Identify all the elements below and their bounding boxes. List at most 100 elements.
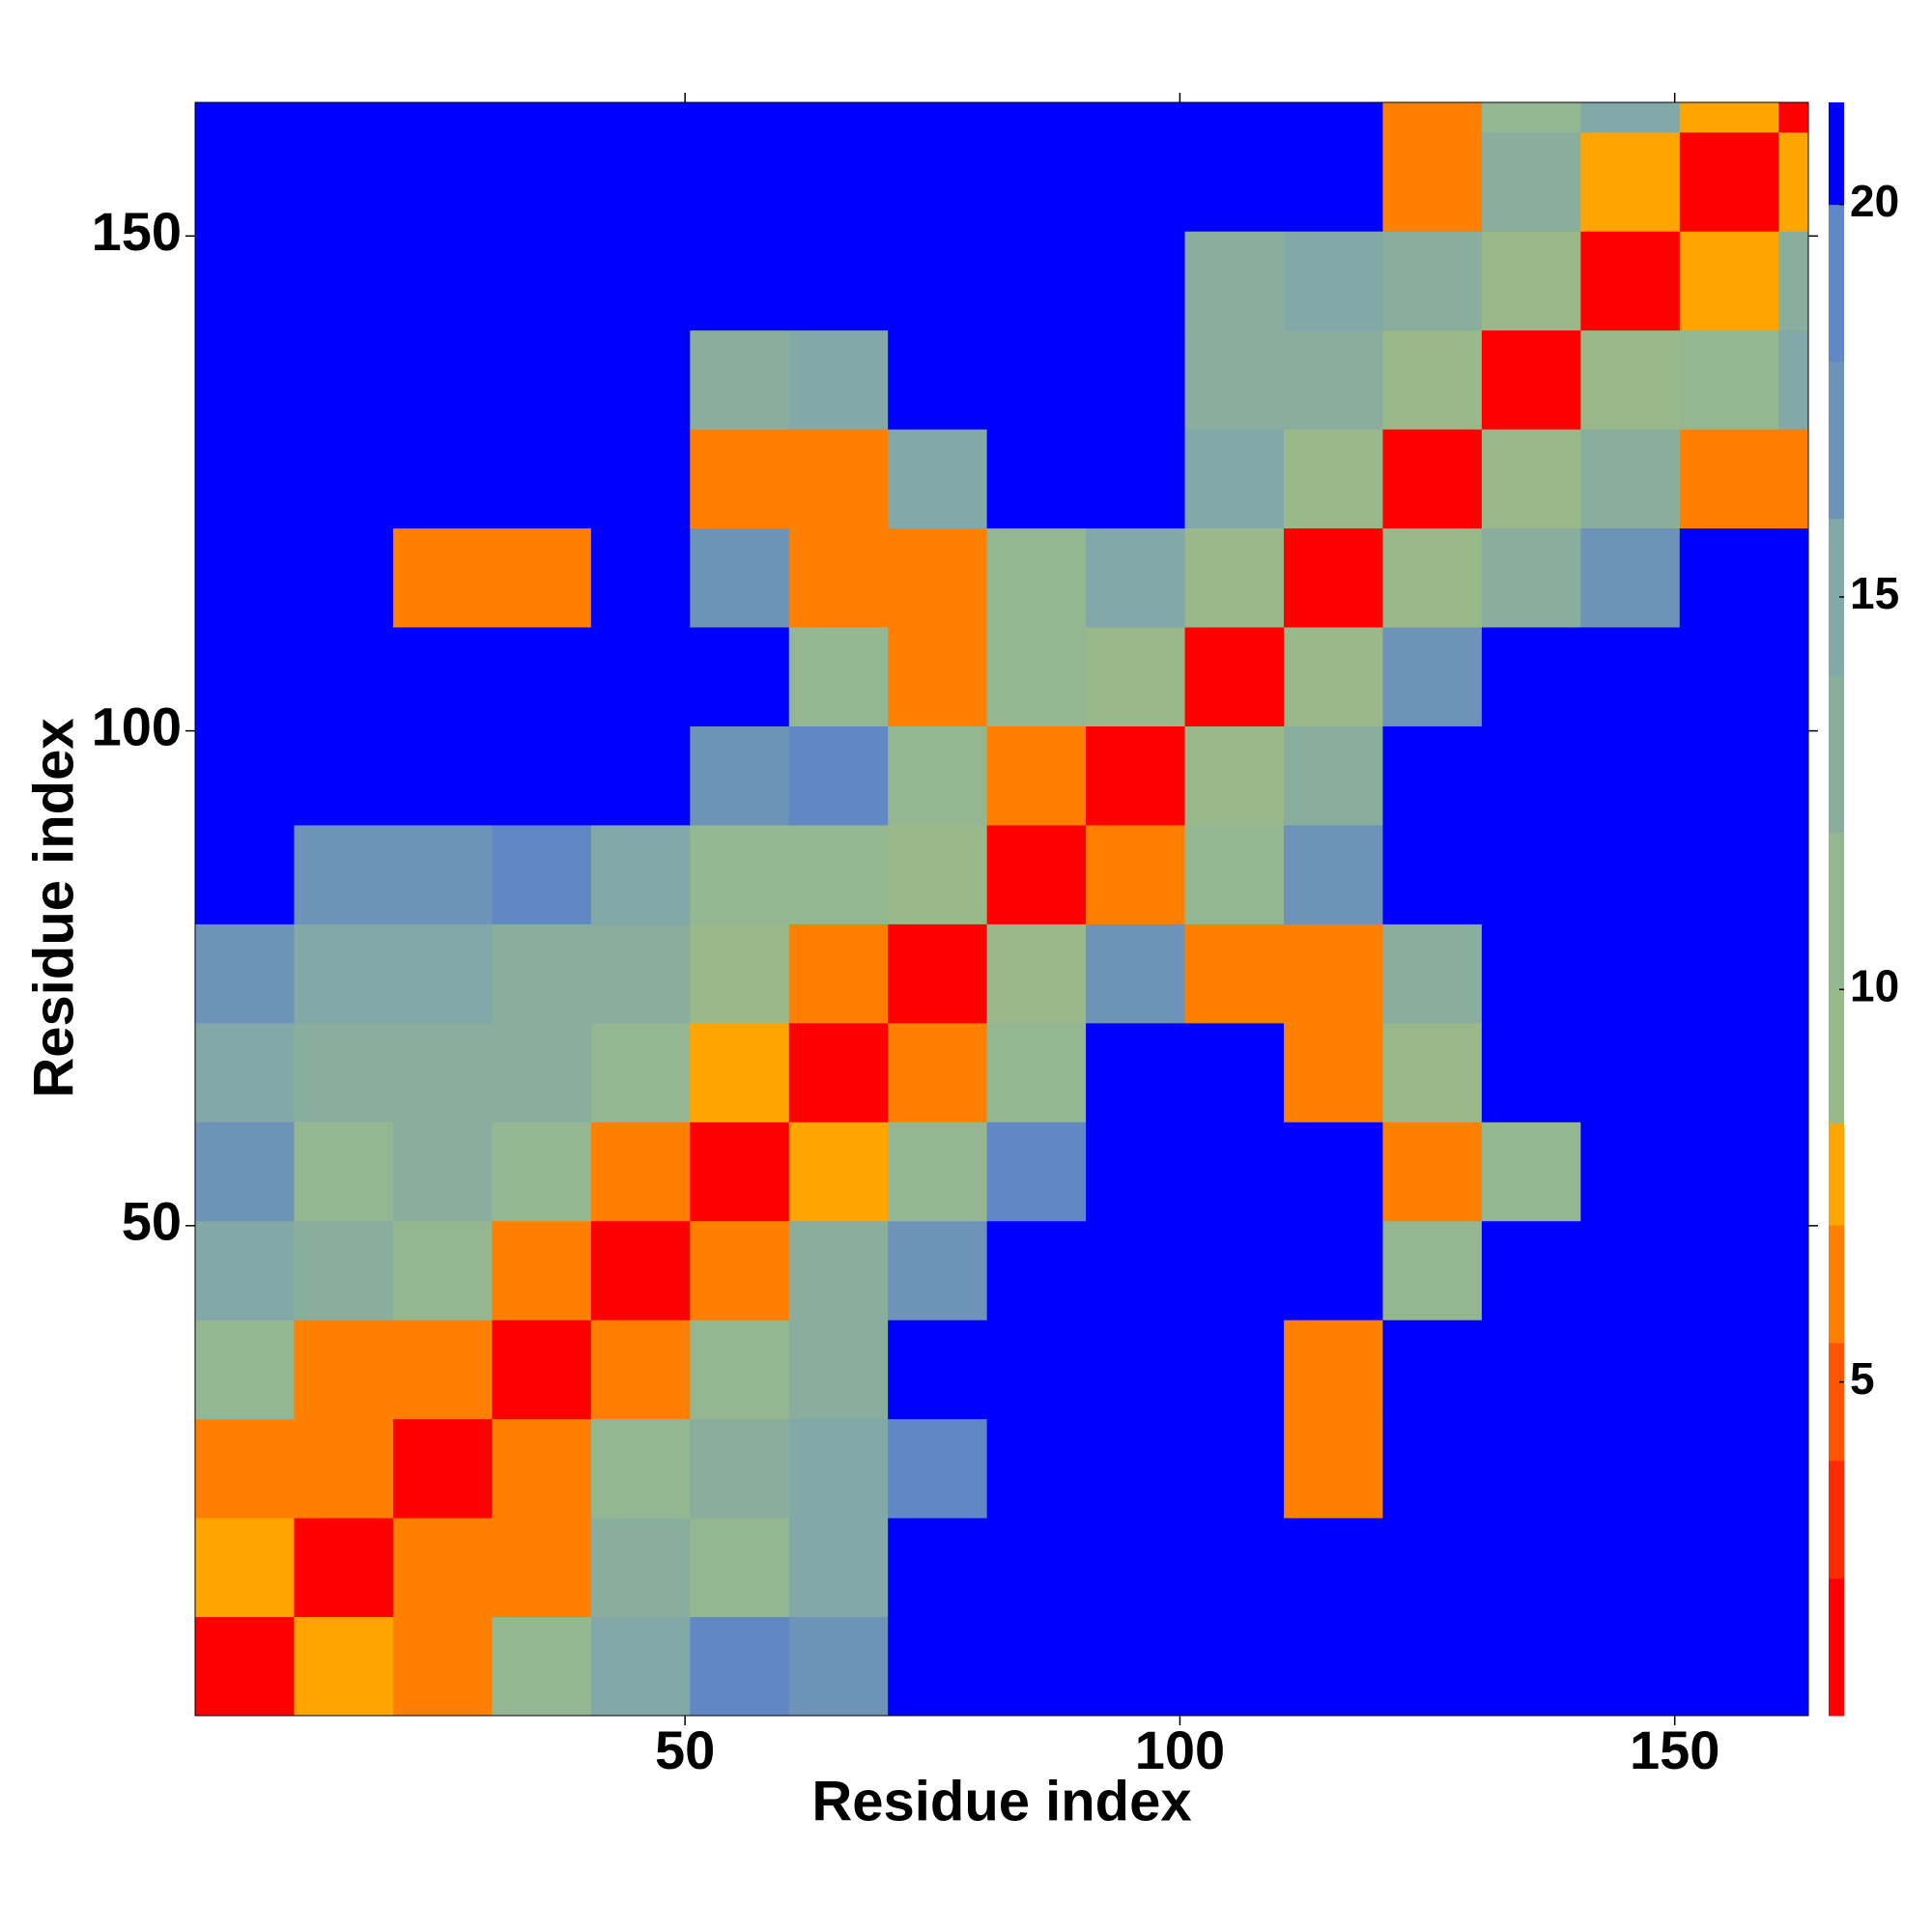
heatmap-cell (986, 1022, 1087, 1122)
heatmap-cell (690, 824, 790, 924)
heatmap-cell (294, 1320, 394, 1420)
heatmap-cell (1778, 1320, 1808, 1420)
heatmap-cell (590, 1022, 691, 1122)
colorbar-band (1829, 361, 1844, 520)
heatmap-cell (1778, 102, 1808, 133)
heatmap-cell (1481, 231, 1581, 331)
heatmap-cell (392, 527, 493, 628)
heatmap-cell (1679, 923, 1779, 1024)
heatmap-cell (392, 1220, 493, 1321)
heatmap-cell (1283, 329, 1383, 430)
heatmap-cell (1481, 429, 1581, 529)
y-tick-label: 150 (92, 201, 182, 262)
heatmap-cell (1778, 725, 1808, 826)
colorbar-band (1829, 102, 1844, 206)
heatmap-cell (195, 1616, 295, 1716)
heatmap-cell (492, 1418, 592, 1519)
heatmap-cell (195, 231, 295, 331)
heatmap-cell (1481, 1518, 1581, 1618)
colorbar-band (1829, 1225, 1844, 1344)
heatmap-cell (1679, 1220, 1779, 1321)
heatmap-cell (294, 527, 394, 628)
heatmap-cell (195, 923, 295, 1024)
heatmap-cell (788, 923, 889, 1024)
x-axis-title: Residue index (811, 1770, 1191, 1833)
heatmap-cell (392, 1518, 493, 1618)
heatmap-cell (195, 131, 295, 232)
heatmap-cell (888, 131, 988, 232)
heatmap-cell (1679, 527, 1779, 628)
heatmap-cell (1184, 1616, 1285, 1716)
heatmap-cell (1184, 1320, 1285, 1420)
heatmap-cell (1778, 131, 1808, 232)
heatmap-cell (294, 329, 394, 430)
colorbar-band (1829, 675, 1844, 834)
heatmap-cell (1086, 1122, 1186, 1222)
y-tick-label: 100 (92, 696, 182, 756)
heatmap-cell (590, 329, 691, 430)
heatmap-cell (1086, 923, 1186, 1024)
heatmap-cell (590, 1220, 691, 1321)
heatmap-cell (888, 725, 988, 826)
heatmap-cell (1184, 131, 1285, 232)
heatmap-cell (1283, 1418, 1383, 1519)
heatmap-cell (492, 1616, 592, 1716)
heatmap-cell (1382, 1616, 1483, 1716)
heatmap-cell (690, 527, 790, 628)
heatmap-cell (1184, 429, 1285, 529)
heatmap-cell (590, 131, 691, 232)
heatmap-cell (392, 231, 493, 331)
heatmap-cell (1679, 824, 1779, 924)
heatmap-cell (1086, 131, 1186, 232)
heatmap-cell (1580, 923, 1681, 1024)
heatmap-cell (1184, 1122, 1285, 1222)
heatmap-cell (492, 429, 592, 529)
heatmap-cell (1481, 1022, 1581, 1122)
heatmap-cell (888, 824, 988, 924)
heatmap-cell (986, 102, 1087, 133)
heatmap-cell (888, 1418, 988, 1519)
heatmap-cell (492, 627, 592, 726)
heatmap-cell (195, 1320, 295, 1420)
heatmap-cell (1679, 1616, 1779, 1716)
heatmap-cell (1382, 725, 1483, 826)
heatmap-cell (492, 1220, 592, 1321)
heatmap-cell (1283, 1320, 1383, 1420)
heatmap-cell (888, 231, 988, 331)
heatmap-cell (1382, 1320, 1483, 1420)
heatmap-cell (392, 102, 493, 133)
heatmap-cell (294, 824, 394, 924)
colorbar-band (1829, 1122, 1844, 1226)
heatmap-cell (492, 231, 592, 331)
heatmap-cell (294, 231, 394, 331)
heatmap-cell (195, 824, 295, 924)
heatmap-cell (590, 1418, 691, 1519)
heatmap-cell (1481, 923, 1581, 1024)
heatmap-cell (1086, 231, 1186, 331)
heatmap-cell (1283, 1022, 1383, 1122)
heatmap-cell (294, 131, 394, 232)
colorbar-tick-label: 20 (1850, 176, 1899, 226)
heatmap-cell (690, 627, 790, 726)
heatmap-cell (1778, 1518, 1808, 1618)
heatmap-cell (392, 725, 493, 826)
heatmap-cell (1283, 1616, 1383, 1716)
heatmap-cell (788, 102, 889, 133)
heatmap-cell (492, 527, 592, 628)
heatmap-cell (1283, 231, 1383, 331)
heatmap-cell (1481, 102, 1581, 133)
heatmap-cell (294, 627, 394, 726)
heatmap-cell (1086, 1418, 1186, 1519)
heatmap-cell (1382, 429, 1483, 529)
heatmap-cell (392, 1616, 493, 1716)
heatmap-cell (1086, 1616, 1186, 1716)
heatmap-cell (888, 329, 988, 430)
heatmap-cell (590, 725, 691, 826)
heatmap-cell (888, 1220, 988, 1321)
heatmap-cell (294, 102, 394, 133)
heatmap-cell (888, 527, 988, 628)
heatmap-cell (392, 429, 493, 529)
heatmap-cell (888, 1022, 988, 1122)
x-tick-label: 100 (1135, 1719, 1225, 1780)
heatmap-cell (1283, 627, 1383, 726)
